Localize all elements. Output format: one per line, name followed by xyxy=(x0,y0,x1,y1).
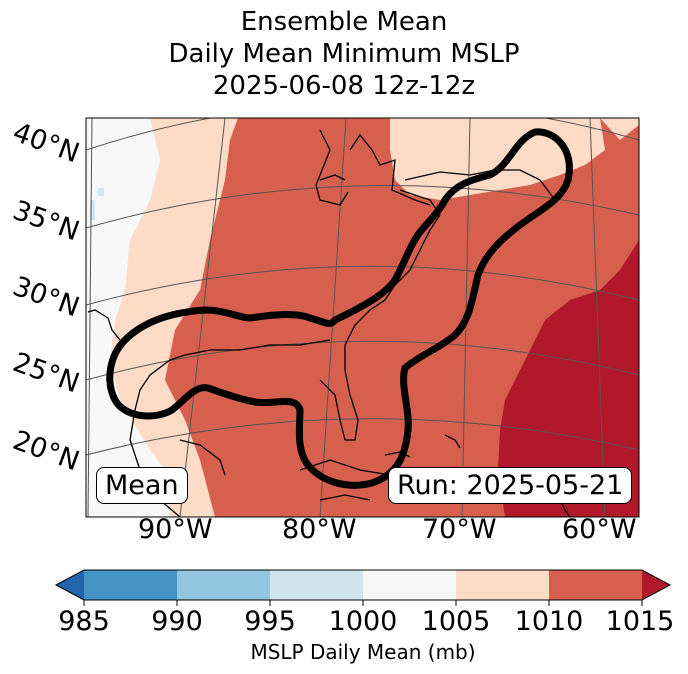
run-date-box: Run: 2025-05-21 xyxy=(388,467,633,504)
colorbar-extend-low xyxy=(56,570,84,600)
colorbar-segment xyxy=(270,570,363,600)
colorbar-segment xyxy=(177,570,270,600)
stat-label-box: Mean xyxy=(96,467,188,504)
map-area xyxy=(86,118,639,517)
band-above-1015 xyxy=(498,240,639,517)
band-speck-995 xyxy=(98,188,104,196)
colorbar-tick-label: 1015 xyxy=(605,606,675,637)
colorbar-segment xyxy=(363,570,456,600)
colorbar-tick-label: 1005 xyxy=(421,606,491,637)
title-line-1: Ensemble Mean xyxy=(240,7,448,37)
title-line-3: 2025-06-08 12z-12z xyxy=(212,71,476,101)
colorbar-tick-label: 1010 xyxy=(514,606,584,637)
colorbar xyxy=(54,569,672,606)
coastlines xyxy=(87,129,611,517)
colorbar-segment xyxy=(84,570,177,600)
colorbar-extend-high xyxy=(642,570,670,600)
band-speck-995b xyxy=(90,200,95,220)
colorbar-ticks xyxy=(83,600,643,606)
lon-label-70w: 70°W xyxy=(422,514,497,545)
colorbar-tick-label: 990 xyxy=(151,606,203,637)
colorbar-label: MSLP Daily Mean (mb) xyxy=(250,640,476,664)
contour-outline xyxy=(106,128,573,489)
colorbar-tick-label: 1000 xyxy=(328,606,398,637)
colorbar-segment xyxy=(456,570,549,600)
lon-label-80w: 80°W xyxy=(282,514,357,545)
title-line-2: Daily Mean Minimum MSLP xyxy=(168,39,520,69)
colorbar-tick-label: 995 xyxy=(244,606,296,637)
colorbar-segment xyxy=(549,570,642,600)
map-frame xyxy=(85,117,640,518)
lon-label-90w: 90°W xyxy=(138,514,213,545)
colorbar-tick-label: 985 xyxy=(58,606,110,637)
lon-label-60w: 60°W xyxy=(562,514,637,545)
